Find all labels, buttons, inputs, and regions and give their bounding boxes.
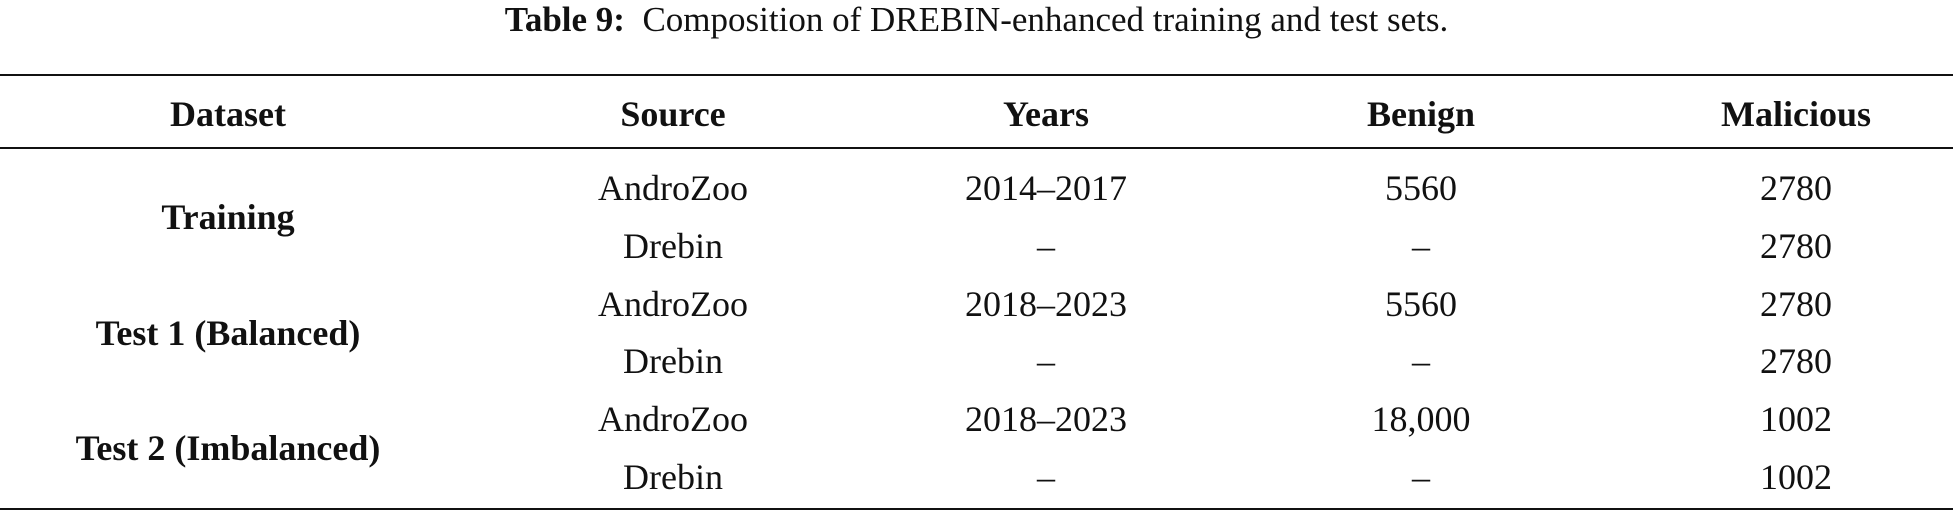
table-cell: 1002 (1760, 399, 1832, 440)
dataset-label: Training (161, 196, 295, 237)
table-cell: – (1037, 341, 1055, 382)
table-cell: AndroZoo (598, 168, 748, 208)
column-header: Years (1003, 94, 1089, 134)
table-cell: 2780 (1760, 283, 1832, 324)
table-cell: – (1037, 225, 1055, 266)
table-caption: Table 9: Composition of DREBIN-enhanced … (0, 0, 1953, 40)
table-cell: – (1412, 341, 1430, 382)
table-cell: 2018–2023 (965, 283, 1127, 324)
dataset-label: Test 2 (Imbalanced) (75, 428, 381, 469)
table-cell: – (1412, 225, 1430, 266)
dataset-label: Test 1 (Balanced) (95, 312, 361, 353)
table-cell: Drebin (623, 341, 723, 382)
mid-rule (0, 147, 1953, 149)
table-cell: – (1037, 457, 1055, 497)
bottom-rule (0, 508, 1953, 510)
top-rule (0, 74, 1953, 76)
column-header: Source (620, 94, 726, 134)
table-cell: 2018–2023 (965, 399, 1127, 440)
column-header: Dataset (170, 94, 286, 134)
column-header: Benign (1366, 94, 1476, 134)
table-cell: 5560 (1385, 283, 1457, 324)
column-header: Malicious (1721, 94, 1871, 134)
table-cell: AndroZoo (598, 283, 748, 324)
table-cell: Drebin (623, 457, 723, 497)
table-cell: 1002 (1760, 457, 1832, 497)
table-cell: AndroZoo (598, 399, 748, 440)
table-cell: 2780 (1760, 225, 1832, 266)
table-cell: 2780 (1760, 341, 1832, 382)
table-cell: 18,000 (1371, 399, 1471, 440)
table-cell: 2780 (1760, 168, 1832, 208)
table-cell: 2014–2017 (965, 168, 1127, 208)
table-cell: – (1412, 457, 1430, 497)
table-cell: Drebin (623, 225, 723, 266)
caption-text: Composition of DREBIN-enhanced training … (642, 0, 1449, 39)
table-cell: 5560 (1385, 168, 1457, 208)
caption-label: Table 9: (504, 0, 625, 39)
